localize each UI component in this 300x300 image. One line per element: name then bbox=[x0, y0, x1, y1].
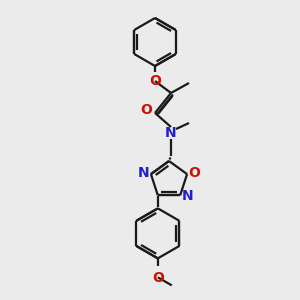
Text: N: N bbox=[182, 189, 193, 203]
Text: O: O bbox=[188, 166, 200, 180]
Text: O: O bbox=[149, 74, 161, 88]
Text: N: N bbox=[138, 166, 150, 180]
Text: O: O bbox=[152, 272, 164, 285]
Text: O: O bbox=[140, 103, 152, 117]
Text: N: N bbox=[165, 126, 177, 140]
